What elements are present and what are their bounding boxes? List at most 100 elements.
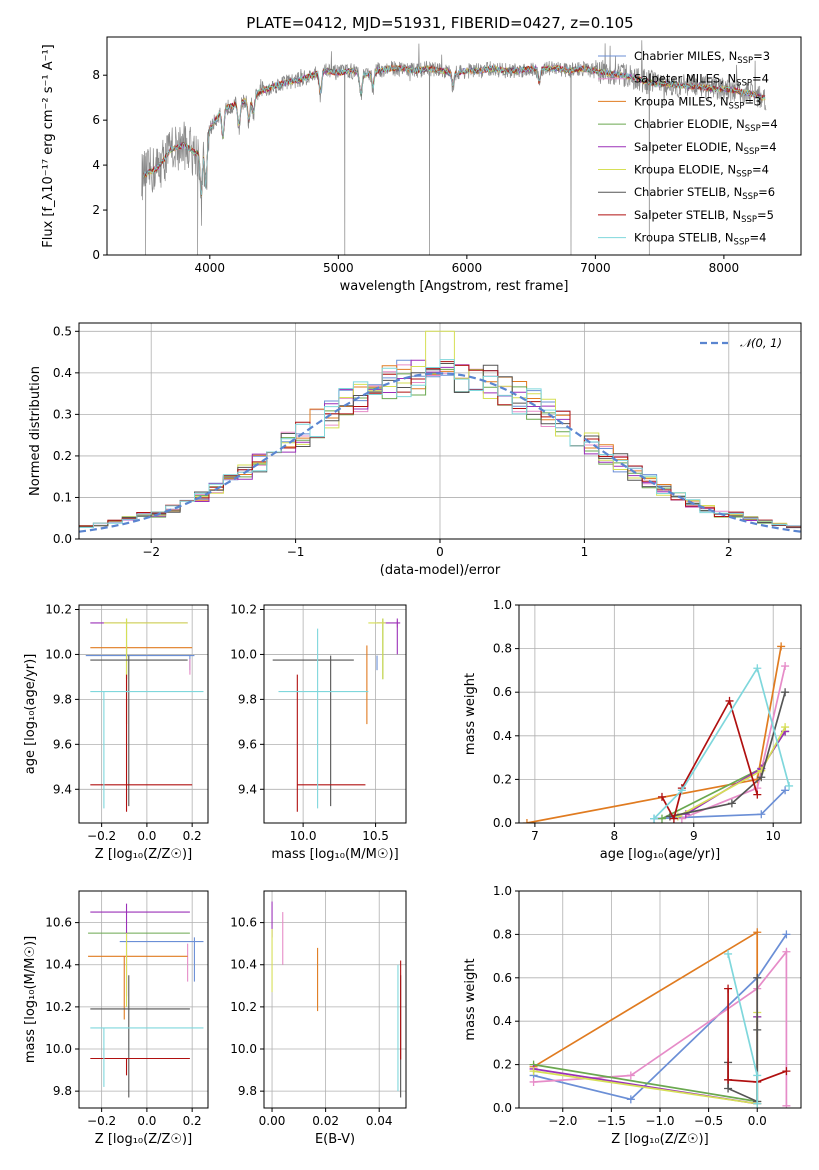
histogram-kroupa-stelib [79, 359, 801, 530]
observed-spectrum-line [141, 40, 767, 255]
x-tick-label: 5000 [323, 261, 354, 275]
x-axis-label: E(B-V) [315, 1132, 355, 1147]
errorbar-point-kroupa-miles [88, 955, 188, 1020]
y-axis-label: Normed distribution [28, 366, 43, 496]
plus-marker [724, 949, 733, 958]
legend-label: Kroupa MILES, N [634, 94, 729, 108]
y-tick-label: 9.6 [53, 737, 72, 751]
legend-sub: SSP [736, 170, 752, 180]
plus-marker [724, 1084, 733, 1093]
series-line [661, 698, 759, 821]
x-tick-label: 2 [725, 545, 733, 559]
x-tick-label: 9 [690, 829, 698, 843]
x-tick-label: 6000 [452, 261, 483, 275]
errorbar-point-kroupa-stelib [278, 628, 369, 809]
y-axis-label: age [log₁₀(age/yr)] [23, 654, 38, 775]
x-tick-label: 8 [611, 829, 619, 843]
legend-entry: Chabrier MILES, NSSP=3 [634, 49, 770, 66]
y-tick-label: 9.4 [238, 782, 257, 796]
plus-marker [781, 723, 790, 732]
x-tick-label: −0.5 [694, 1114, 723, 1128]
plus-marker [777, 642, 786, 651]
legend-entry: Chabrier STELIB, NSSP=6 [634, 185, 775, 202]
plus-marker [753, 1071, 762, 1080]
x-tick-label: 0.0 [748, 1114, 767, 1128]
x-axis-label: mass [log₁₀(M/M☉)] [271, 847, 398, 862]
plot-area-age-vs-Z [85, 618, 204, 812]
y-tick-label: 9.8 [238, 1084, 257, 1098]
x-axis-label: Z [log₁₀(Z/Z☉)] [95, 1132, 192, 1147]
legend-label: Salpeter MILES, N [634, 72, 736, 86]
weight-series-kroupa-miles [522, 642, 786, 823]
plus-marker [522, 819, 531, 823]
plus-marker [782, 930, 791, 939]
y-tick-label: 10.0 [45, 1042, 72, 1056]
axes-frame [78, 890, 209, 1109]
y-tick-label: 10.2 [230, 602, 257, 616]
x-tick-label: 0.2 [183, 1114, 202, 1128]
legend-entry: Kroupa STELIB, NSSP=4 [634, 231, 766, 248]
model-spectrum-kroupa-stelib [142, 64, 766, 196]
errorbar-point-salpeter-elodie [90, 903, 190, 997]
y-tick-label: 0.1 [53, 490, 72, 504]
series-line [653, 666, 790, 820]
series-line [533, 1016, 759, 1105]
y-tick-label: 0.6 [493, 685, 512, 699]
errorbar-point-chabrier-miles [85, 655, 195, 671]
errorbar-point-chabrier-miles [119, 937, 204, 982]
y-tick-label: 10.6 [230, 916, 257, 930]
plot-area-mass-vs-EBV [271, 901, 402, 1098]
plus-marker [669, 814, 678, 823]
series-line [533, 933, 788, 1101]
x-tick-label: −2 [142, 545, 160, 559]
legend-label: Salpeter STELIB, N [634, 208, 741, 222]
x-axis-label: wavelength [Angstrom, rest frame] [340, 279, 569, 294]
legend-count: =4 [752, 72, 769, 86]
errorbar-point-salpeter-stelib [296, 674, 366, 812]
y-tick-label: 0.2 [493, 1058, 512, 1072]
y-tick-label: 0.8 [493, 927, 512, 941]
y-tick-label: 10.4 [45, 958, 72, 972]
x-tick-label: 10.0 [290, 829, 317, 843]
plus-marker [753, 928, 762, 937]
x-tick-label: 0.0 [137, 1114, 156, 1128]
x-tick-label: 10 [766, 829, 781, 843]
axes-frame [78, 604, 209, 824]
y-tick-label: 10.2 [230, 1000, 257, 1014]
series-line [669, 691, 786, 818]
y-tick-label: 1.0 [493, 598, 512, 612]
weight-series-chabrier-stelib [724, 973, 762, 1106]
weight-series-salpeter-elodie [529, 1012, 762, 1108]
plus-marker [724, 984, 733, 993]
panel-age-vs-mass: 10.0 10.5 9.4 9.6 9.8 10.0 10.2 mass [log₁₀(M/M… [230, 602, 407, 862]
y-tick-label: 9.8 [53, 692, 72, 706]
legend-label: Kroupa STELIB, N [634, 231, 734, 245]
errorbar-point-kroupa-miles [90, 645, 193, 725]
x-axis-label: Z [log₁₀(Z/Z☉)] [611, 1132, 708, 1147]
plus-marker [781, 688, 790, 697]
y-tick-label: 10.2 [45, 1000, 72, 1014]
x-tick-label: −0.2 [87, 829, 116, 843]
y-tick-label: 0.6 [493, 971, 512, 985]
errorbar-point-kroupa-elodie [368, 618, 386, 680]
panel-weight-vs-age: 7 8 9 10 0.0 0.2 0.4 0.6 0.8 1.0 age [log₁₀(age/yr… [463, 598, 802, 862]
x-tick-label: 7 [531, 829, 539, 843]
plus-marker [529, 1077, 538, 1086]
series-line [533, 1012, 759, 1105]
plus-marker [781, 786, 790, 795]
plus-marker [727, 799, 736, 808]
legend-label: Chabrier ELODIE, N [634, 117, 745, 131]
plus-marker [753, 1099, 762, 1108]
axes-frame [263, 890, 407, 1109]
y-tick-label: 0.0 [493, 1101, 512, 1115]
y-tick-label: 10.0 [230, 1042, 257, 1056]
y-axis-label: mass weight [463, 673, 478, 755]
legend-count: =4 [761, 117, 778, 131]
series-line [526, 646, 782, 823]
y-tick-label: 0.3 [53, 407, 72, 421]
legend-entry: Kroupa MILES, NSSP=3 [634, 94, 761, 111]
x-axis-label: Z [log₁₀(Z/Z☉)] [95, 847, 192, 862]
weight-series-kroupa-stelib [650, 664, 794, 823]
series-line [533, 1016, 759, 1103]
